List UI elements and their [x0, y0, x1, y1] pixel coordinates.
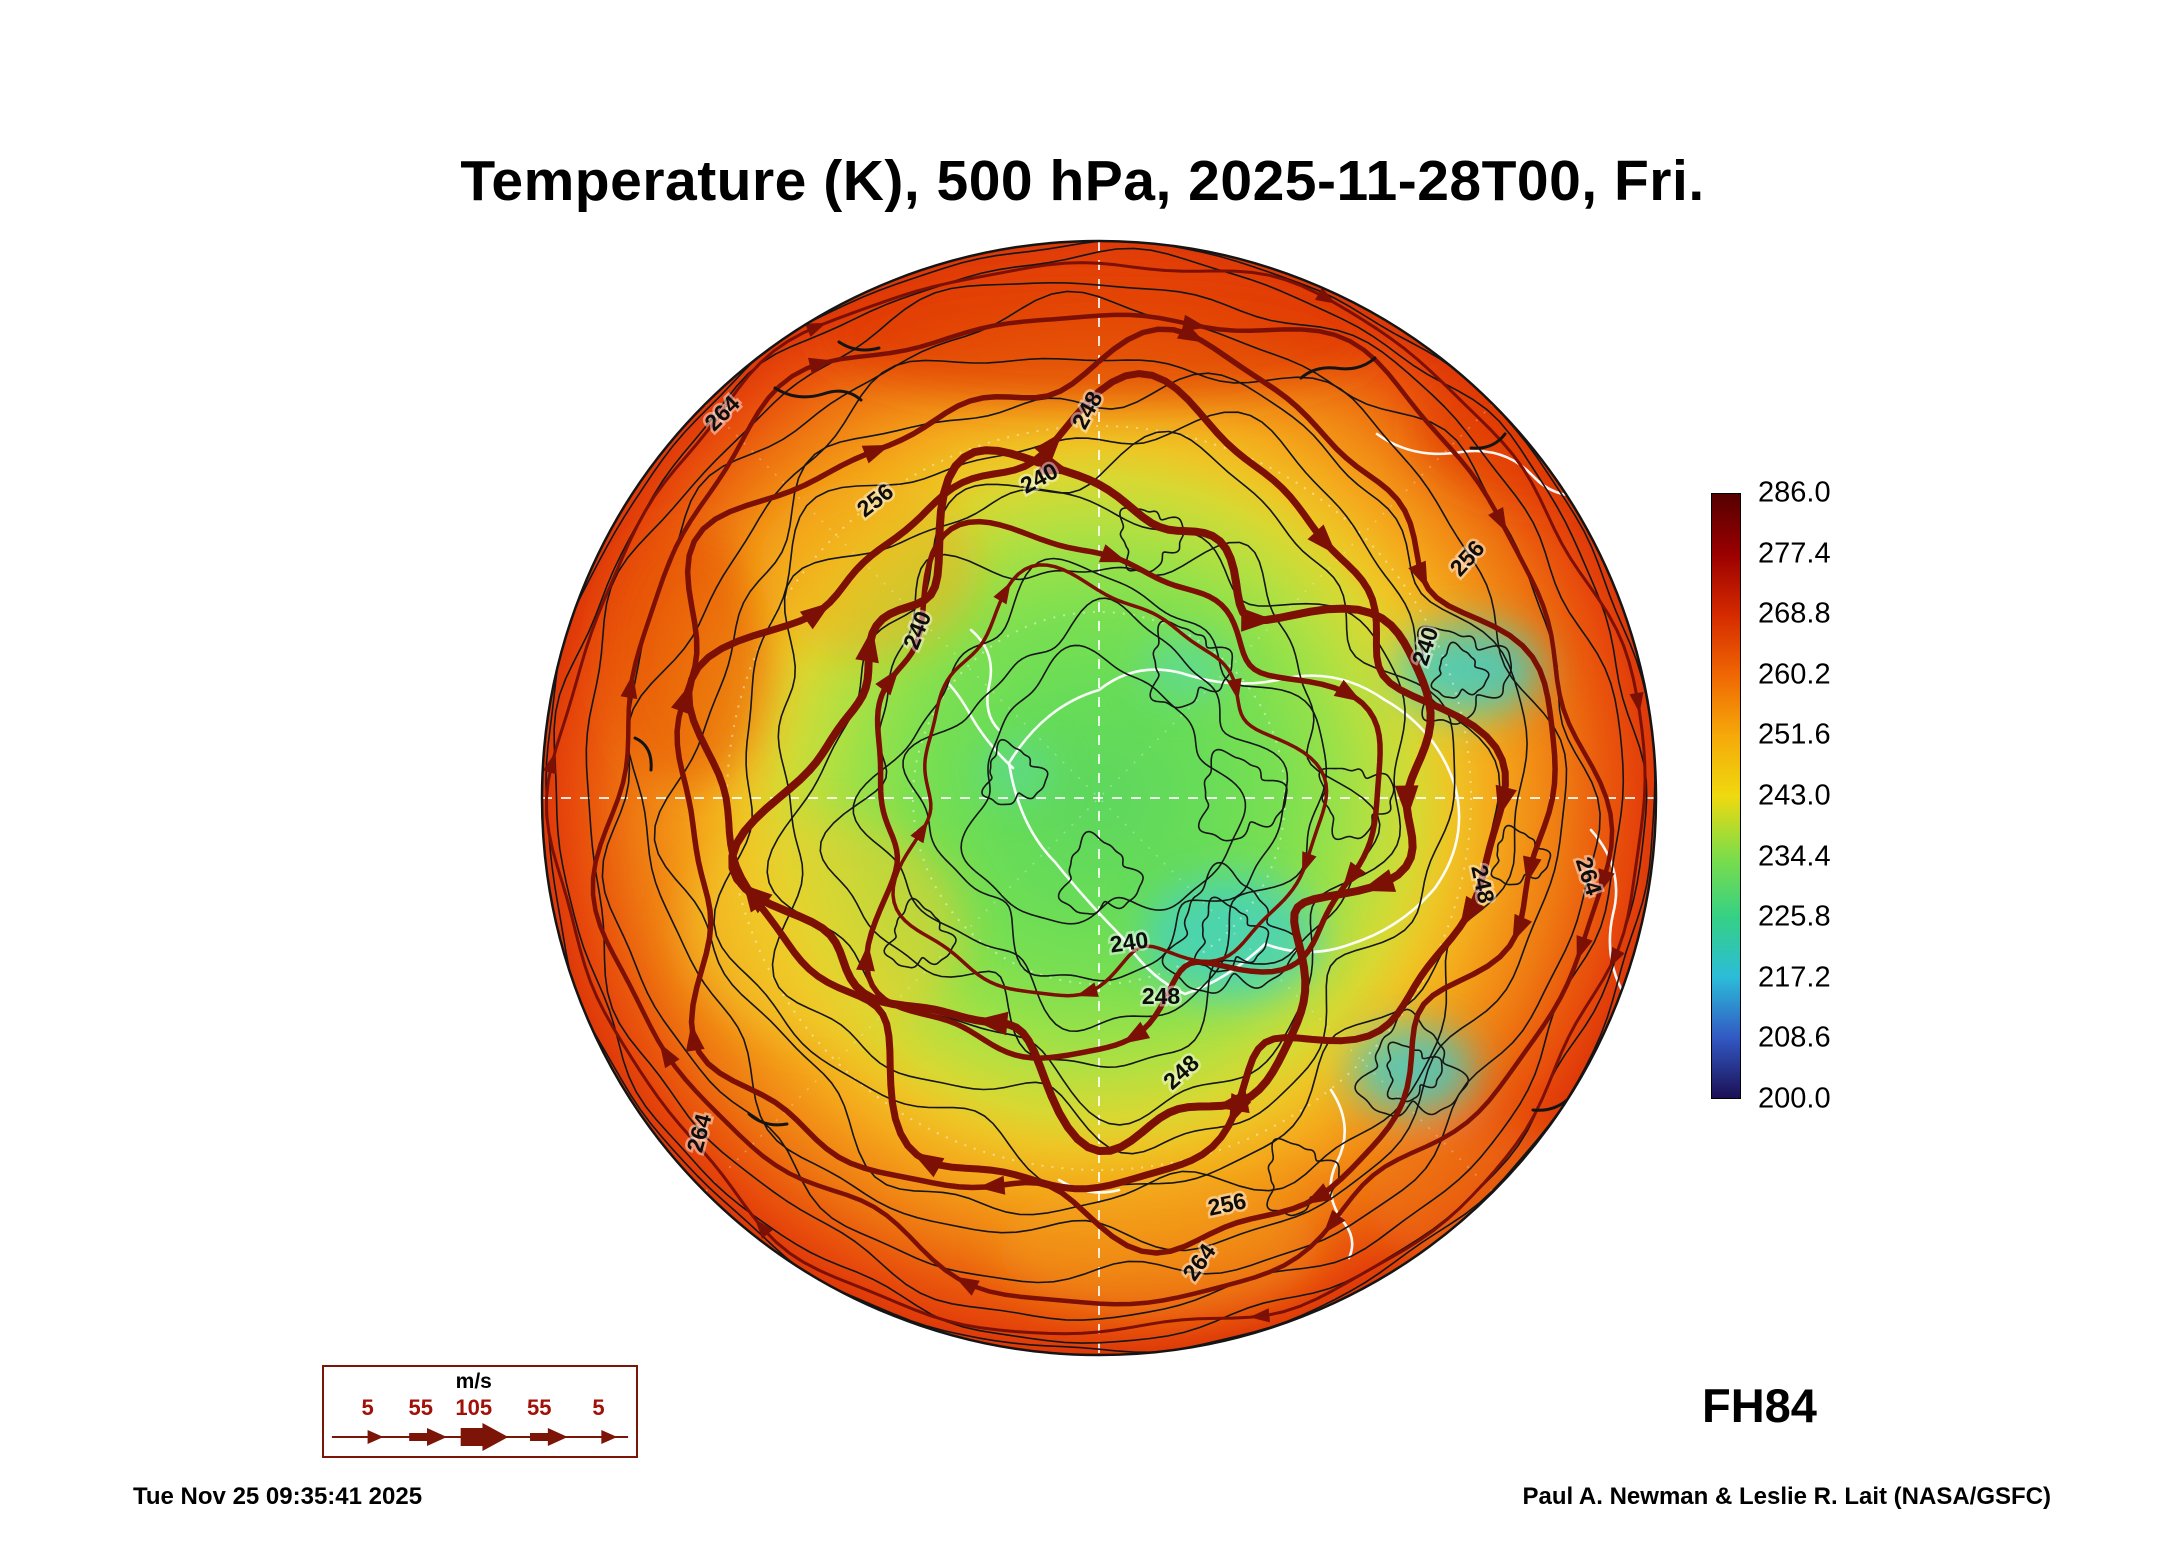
- streamline-arrow-icon: [1122, 1021, 1151, 1044]
- colorbar-tick: 243.0: [1758, 779, 1831, 812]
- colorbar-tick: 234.4: [1758, 840, 1831, 873]
- streamline-arrow-icon: [1609, 946, 1625, 968]
- wind-legend-value: 105: [455, 1395, 493, 1420]
- streamline-arrow-icon: [620, 673, 638, 700]
- streamline-arrow-icon: [855, 628, 879, 664]
- streamline-arrow-icon: [808, 357, 834, 375]
- streamline-arrow-icon: [861, 444, 891, 464]
- wind-scale-arrows-icon: [331, 1423, 629, 1451]
- colorbar: [1711, 493, 1741, 1099]
- streamline-arrow-icon: [1360, 869, 1397, 892]
- streamline-arrow-icon: [1342, 861, 1366, 889]
- streamline-arrow-icon: [977, 1175, 1006, 1195]
- wind-streamlines: [542, 261, 1647, 1336]
- streamline-arrow-icon: [1576, 935, 1593, 961]
- streamline-arrow-icon: [1241, 608, 1275, 632]
- streamline-arrow-icon: [856, 943, 875, 972]
- credit: Paul A. Newman & Leslie R. Lait (NASA/GS…: [1522, 1483, 2051, 1510]
- streamline-arrow-icon: [542, 753, 557, 775]
- page-title: Temperature (K), 500 hPa, 2025-11-28T00,…: [460, 149, 1705, 213]
- colorbar-tick: 268.8: [1758, 597, 1831, 630]
- map-rim: [540, 239, 1658, 1357]
- wind-legend-unit: m/s: [455, 1370, 492, 1393]
- wind-legend-values: 5 55 105 55 5: [324, 1395, 636, 1420]
- colorbar-tick: 251.6: [1758, 718, 1831, 751]
- streamline-arrow-icon: [993, 582, 1011, 605]
- streamline-arrow-icon: [1304, 1183, 1333, 1205]
- streamline-arrow-icon: [1181, 314, 1208, 332]
- streamline-arrow-icon: [1394, 785, 1419, 820]
- colorbar-bar: [1712, 494, 1740, 1098]
- colorbar-tick: 217.2: [1758, 961, 1831, 994]
- streamline-arrow-icon: [973, 1011, 1009, 1036]
- streamline-arrow-icon: [671, 685, 690, 714]
- streamline-arrow-icon: [1488, 507, 1507, 533]
- colorbar-tick: 277.4: [1758, 537, 1831, 570]
- wind-legend-value: 5: [592, 1395, 605, 1420]
- colorbar-tick: 286.0: [1758, 476, 1831, 509]
- streamline-arrow-icon: [799, 602, 832, 630]
- streamline-arrow-icon: [954, 1276, 980, 1296]
- streamline-arrow-icon: [742, 880, 769, 913]
- streamline-arrow-icon: [1099, 544, 1128, 563]
- colorbar-tick: 225.8: [1758, 900, 1831, 933]
- streamline-arrow-icon: [1226, 678, 1242, 701]
- streamline-arrow-icon: [1408, 560, 1428, 589]
- timestamp: Tue Nov 25 09:35:41 2025: [133, 1483, 423, 1510]
- colorbar-tick: 200.0: [1758, 1082, 1831, 1115]
- coastline-path: [1375, 432, 1587, 498]
- contour-label: 240: [1108, 926, 1150, 957]
- streamline-arrow-icon: [1495, 784, 1517, 818]
- streamline-arrow-icon: [1629, 692, 1644, 713]
- streamline-arrow-icon: [910, 821, 928, 844]
- streamline-arrow-icon: [1333, 679, 1362, 702]
- streamline-arrow-icon: [1034, 431, 1063, 463]
- colorbar-tick-labels: 286.0 277.4 268.8 260.2 251.6 243.0 234.4 225.8…: [1758, 477, 1888, 1115]
- wind-legend: m/s 5 55 105 55 5: [322, 1365, 638, 1458]
- streamline-arrow-icon: [805, 322, 827, 337]
- streamline-arrow-icon: [1512, 913, 1532, 943]
- streamline-arrow-icon: [1598, 868, 1615, 894]
- streamline-arrow-icon: [1076, 982, 1099, 997]
- coastline-path: [945, 680, 1015, 770]
- streamline-arrow-icon: [1459, 895, 1485, 929]
- wind-legend-value: 55: [408, 1395, 433, 1420]
- colorbar-tick: 208.6: [1758, 1021, 1831, 1054]
- contour-label: 248: [1142, 983, 1181, 1009]
- streamline-arrow-icon: [1228, 1093, 1252, 1126]
- streamline-arrow-icon: [754, 1218, 773, 1239]
- streamline-arrow-icon: [1302, 851, 1317, 874]
- forecast-hour-label: FH84: [1702, 1379, 1817, 1432]
- streamline-arrow-icon: [1307, 524, 1337, 555]
- streamline-arrow-icon: [659, 1043, 680, 1069]
- streamline-arrow-icon: [1249, 1308, 1270, 1323]
- streamline-arrow-icon: [875, 668, 900, 696]
- wind-legend-value: 55: [527, 1395, 552, 1420]
- streamline-arrow-icon: [1323, 1209, 1346, 1234]
- streamline-arrow-icon: [1315, 287, 1336, 304]
- coastline-path: [1007, 668, 1461, 996]
- wind-legend-value: 5: [361, 1395, 374, 1420]
- streamline-arrow-icon: [685, 1023, 705, 1052]
- terrain-detail-squiggles: [633, 340, 1569, 1127]
- streamline-arrow-icon: [1523, 855, 1542, 884]
- streamline-arrow-icon: [912, 1152, 945, 1178]
- colorbar-tick: 260.2: [1758, 658, 1831, 691]
